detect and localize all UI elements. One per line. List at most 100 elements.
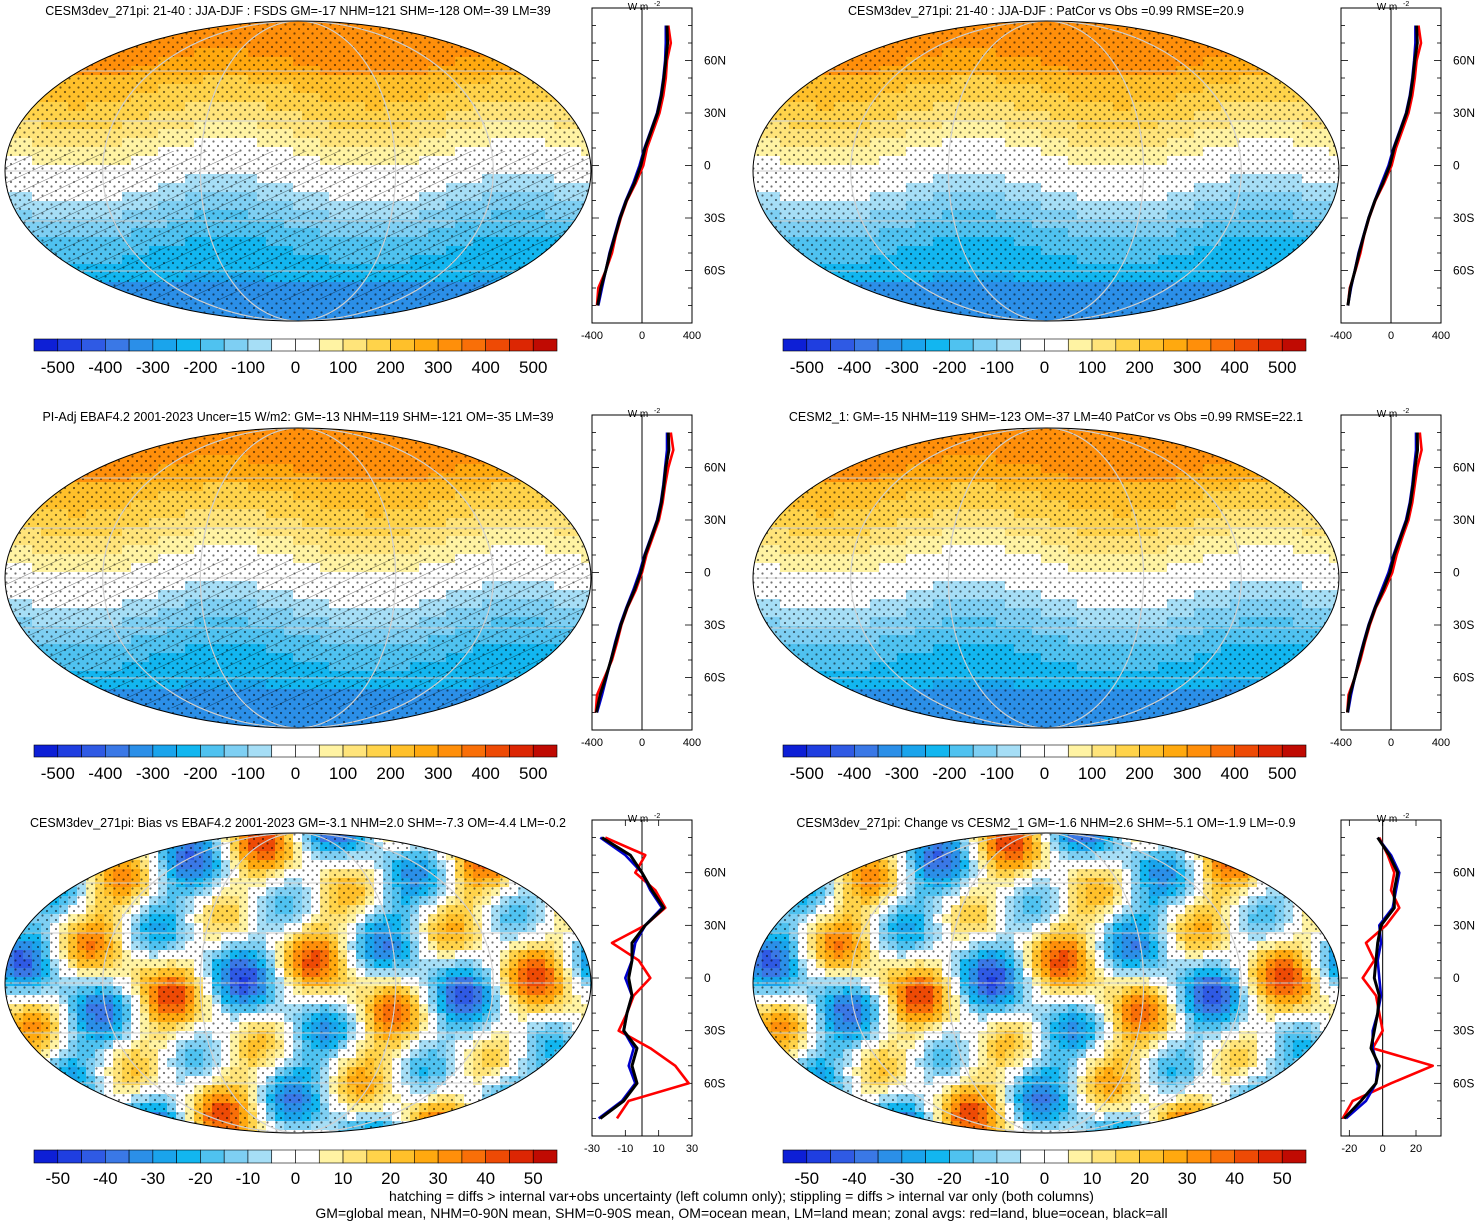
map-cell [41, 291, 51, 301]
map-cell [527, 48, 537, 58]
map-cell [23, 39, 33, 49]
map-cell [140, 21, 150, 31]
map-cell [482, 318, 492, 321]
map-cell [1311, 273, 1321, 283]
map-cell [95, 437, 105, 447]
map-cell [23, 93, 33, 103]
map-cell [1248, 318, 1258, 321]
map-cell [888, 318, 898, 321]
map-cell [500, 318, 510, 321]
map-cell [5, 273, 15, 283]
map-cell [32, 309, 42, 319]
map-cell [122, 39, 132, 49]
map-cell [464, 300, 474, 310]
map-cell [68, 446, 78, 456]
map-cell [771, 66, 781, 76]
map-cell [104, 318, 114, 321]
map-cell [798, 21, 808, 31]
map-cell [23, 84, 33, 94]
map-cell [563, 318, 573, 321]
units-label: W m [628, 2, 649, 13]
map-cell [753, 309, 763, 319]
map-cell [888, 300, 898, 310]
map-cell [1320, 39, 1330, 49]
map-cell [1212, 309, 1222, 319]
map-cell [762, 30, 772, 40]
map-cell [572, 93, 582, 103]
map-cell [419, 318, 429, 321]
colorbar-tick-label: 0 [1040, 358, 1049, 377]
map-cell [77, 30, 87, 40]
units-exponent: -2 [1403, 1, 1409, 8]
map-cell [1284, 318, 1294, 321]
map-cell [77, 57, 87, 67]
map-cell [41, 21, 51, 31]
map-cell [1131, 318, 1141, 321]
map-cell [753, 93, 763, 103]
map-cell [455, 300, 465, 310]
map-cell [41, 273, 51, 283]
map-cell [563, 437, 573, 447]
map-cell [762, 57, 772, 67]
y-tick-label: 0 [704, 159, 711, 173]
colorbar-tick-label: 500 [519, 358, 547, 377]
map-cell [518, 455, 528, 465]
map-cell [68, 455, 78, 465]
map-cell [789, 66, 799, 76]
map-cell [1293, 273, 1303, 283]
x-tick-label: 0 [1388, 330, 1394, 342]
map-cell [41, 66, 51, 76]
map-cell [14, 455, 24, 465]
x-tick-label: 400 [1432, 330, 1450, 342]
map-cell [491, 318, 501, 321]
map-cell [1275, 30, 1285, 40]
map-cell [1266, 273, 1276, 283]
map-cell [545, 21, 555, 31]
map-cell [545, 66, 555, 76]
colorbar-tick-label: -500 [790, 358, 824, 377]
map-cell [149, 309, 159, 319]
map-cell [104, 21, 114, 31]
map-cell [1293, 318, 1303, 321]
map-cell [50, 437, 60, 447]
colorbar-bin [996, 338, 1022, 352]
map-cell [1311, 84, 1321, 94]
map-cell [68, 464, 78, 474]
map-cell [410, 318, 420, 321]
map-cell [581, 255, 591, 265]
map-cell [1212, 318, 1222, 321]
map-cell [1239, 48, 1249, 58]
map-cell [563, 255, 573, 265]
map-cell [41, 300, 51, 310]
map-cell [1329, 30, 1339, 40]
map-cell [122, 446, 132, 456]
map-cell [572, 57, 582, 67]
map-cell [1311, 291, 1321, 301]
map-cell [518, 273, 528, 283]
colorbar-bin [176, 338, 201, 352]
map-cell [23, 255, 33, 265]
map-cell [32, 264, 42, 274]
map-cell [861, 30, 871, 40]
map-cell [807, 264, 817, 274]
map-cell [59, 30, 69, 40]
colorbar-bin [1234, 338, 1259, 352]
map-cell [563, 273, 573, 283]
map-cell [473, 21, 483, 31]
map-cell [1176, 309, 1186, 319]
map-cell [1284, 282, 1294, 292]
map-cell [798, 273, 808, 283]
map-cell [1284, 309, 1294, 319]
map-cell [915, 309, 925, 319]
map-cell [59, 446, 69, 456]
map-cell [563, 282, 573, 292]
map-cell [771, 21, 781, 31]
map-cell [1302, 282, 1312, 292]
map-cell [1257, 30, 1267, 40]
map-cell [1293, 48, 1303, 58]
map-cell [41, 428, 51, 438]
map-cell [365, 318, 375, 321]
map-cell [581, 75, 591, 85]
map-cell [1329, 291, 1339, 301]
